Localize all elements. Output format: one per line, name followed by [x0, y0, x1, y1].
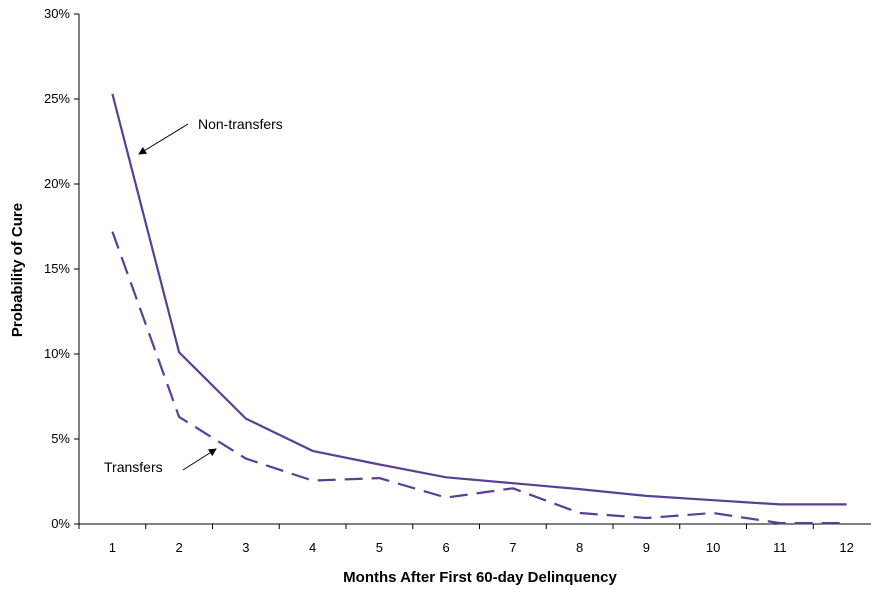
annotation-transfers: Transfers [104, 459, 163, 475]
x-tick-label: 3 [242, 540, 249, 555]
arrow-icon [138, 123, 189, 155]
x-tick-label: 12 [839, 540, 853, 555]
arrow-icon [182, 448, 217, 471]
x-tick-label: 1 [109, 540, 116, 555]
tick-labels: 0%5%10%15%20%25%30%1 2 3 4 5 6 7 8 9 10 11 12 [44, 6, 854, 555]
x-tick-label: 9 [643, 540, 650, 555]
series-line-transfers [111, 231, 847, 525]
y-tick-label: 25% [44, 91, 70, 106]
x-tick-label: 11 [773, 540, 787, 555]
x-tick-label: 4 [309, 540, 316, 555]
series-line-non-transfers [111, 93, 847, 506]
axes [74, 13, 871, 529]
y-tick-label: 0% [51, 516, 70, 531]
y-tick-label: 10% [44, 346, 70, 361]
x-tick-label: 6 [443, 540, 450, 555]
y-tick-label: 5% [51, 431, 70, 446]
x-tick-label: 10 [706, 540, 720, 555]
x-axis-title: Months After First 60-day Delinquency [343, 569, 617, 586]
x-tick-label: 7 [509, 540, 516, 555]
series [111, 93, 847, 525]
annotations: Non-transfers Transfers [104, 116, 283, 475]
y-tick-label: 15% [44, 261, 70, 276]
y-axis-title: Probability of Cure [9, 203, 26, 337]
x-tick-label: 8 [576, 540, 583, 555]
annotation-non-transfers: Non-transfers [198, 116, 283, 132]
y-tick-label: 20% [44, 176, 70, 191]
x-tick-label: 2 [176, 540, 183, 555]
y-tick-label: 30% [44, 6, 70, 21]
x-tick-label: 5 [376, 540, 383, 555]
